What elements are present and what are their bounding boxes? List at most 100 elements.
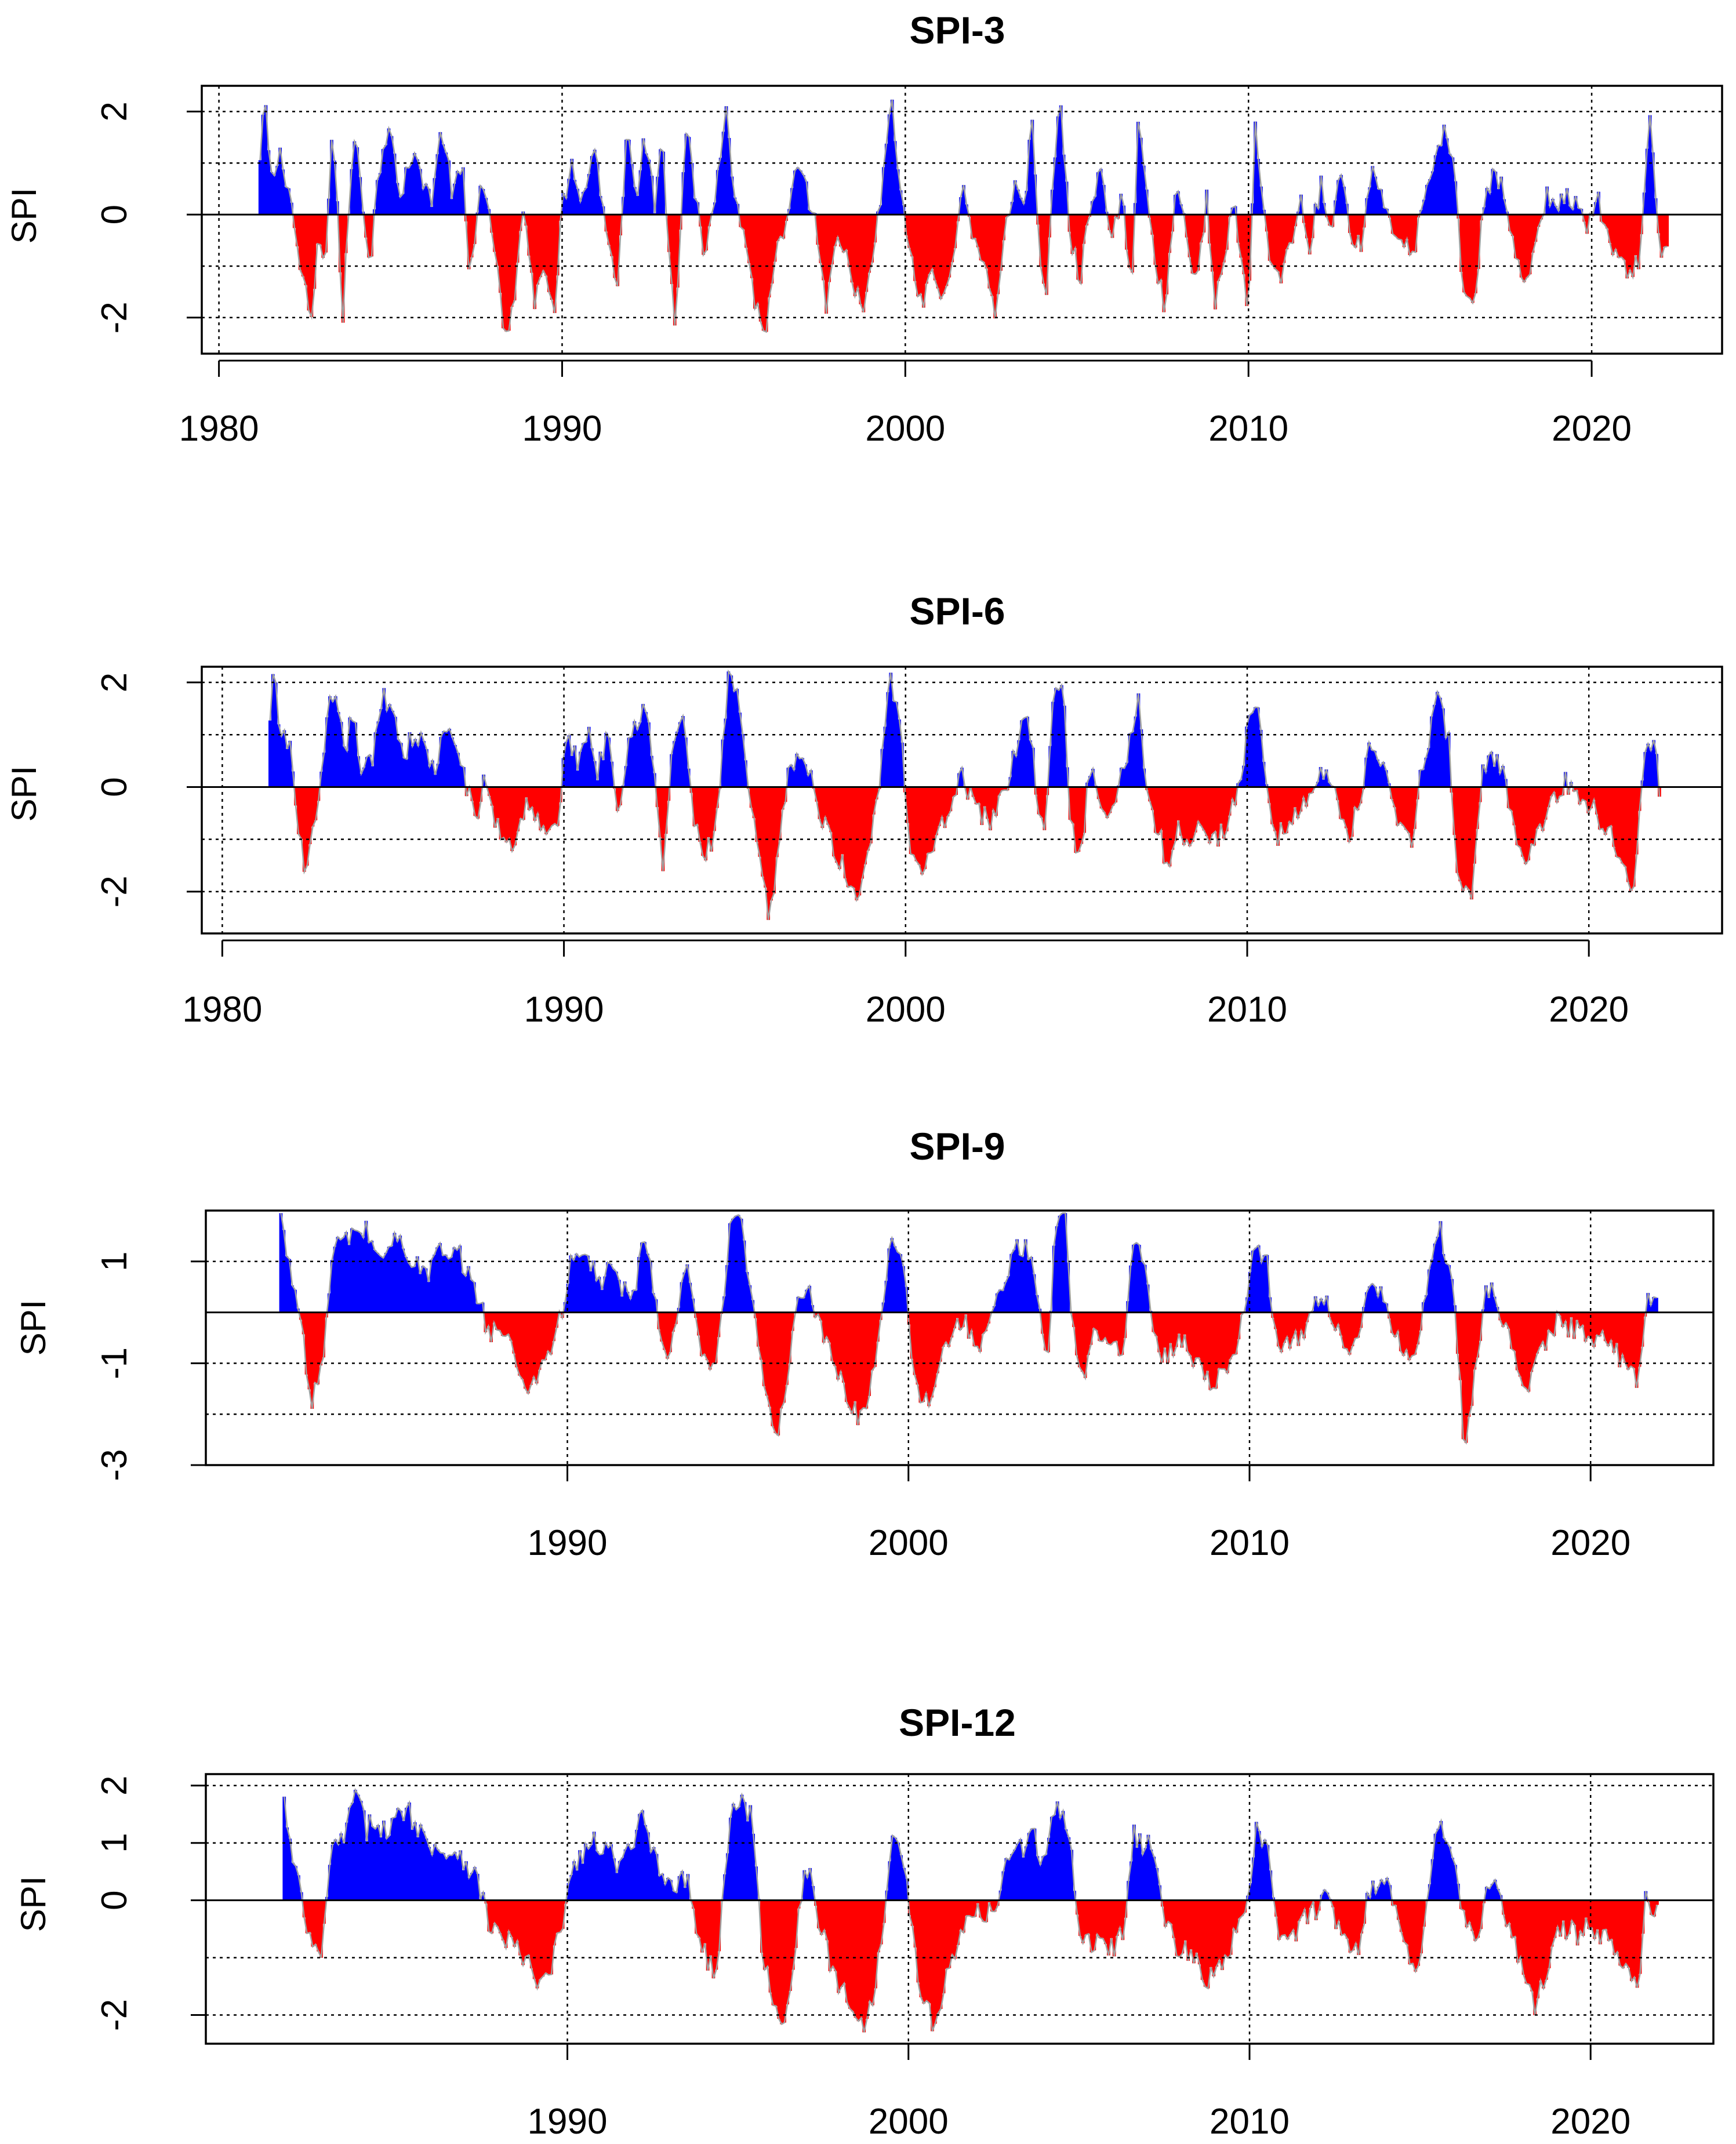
spi-bar-positive bbox=[718, 158, 722, 215]
spi-bar-positive bbox=[267, 150, 271, 215]
spi-bar-positive bbox=[1123, 768, 1126, 787]
spi-bar-positive bbox=[1649, 750, 1653, 787]
spi-bar-negative bbox=[1659, 215, 1664, 258]
spi-bar-positive bbox=[807, 210, 811, 215]
spi-bar-negative bbox=[1619, 215, 1624, 257]
spi-bar-positive bbox=[597, 1277, 601, 1313]
spi-bar-negative bbox=[1653, 1900, 1656, 1917]
spi-bar-negative bbox=[1203, 1900, 1207, 1987]
spi-bar-negative bbox=[1612, 787, 1616, 847]
spi-bar-positive bbox=[1597, 191, 1600, 215]
spi-bar-negative bbox=[1080, 1312, 1084, 1372]
spi-bar-negative bbox=[1522, 215, 1526, 282]
spi-bar-positive bbox=[1269, 1870, 1273, 1900]
spi-bar-negative bbox=[964, 1312, 968, 1315]
spi-bar-positive bbox=[1067, 1837, 1071, 1900]
spi-bar-positive bbox=[394, 717, 397, 787]
spi-bar-negative bbox=[982, 1900, 985, 1922]
spi-bar-positive bbox=[584, 1843, 587, 1900]
spi-bar-positive bbox=[1020, 720, 1023, 787]
spi-bar-negative bbox=[1164, 1900, 1167, 1927]
spi-bar-negative bbox=[515, 1900, 520, 1941]
spi-bar-negative bbox=[980, 787, 984, 825]
spi-bar-positive bbox=[1256, 1245, 1261, 1313]
spi-bar-negative bbox=[1598, 1312, 1601, 1336]
spi-bar-negative bbox=[524, 215, 528, 226]
spi-bar-negative bbox=[1188, 787, 1192, 846]
spi-bar-negative bbox=[607, 215, 611, 245]
spi-bar-negative bbox=[945, 215, 949, 286]
spi-bar-positive bbox=[1324, 769, 1328, 787]
spi-bar-positive bbox=[1091, 201, 1094, 215]
spi-bar-positive bbox=[287, 188, 290, 215]
spi-bar-positive bbox=[1139, 137, 1143, 215]
spi-bar-positive bbox=[1013, 180, 1017, 215]
spi-bar-negative bbox=[913, 1312, 917, 1375]
spi-bar-negative bbox=[616, 215, 619, 286]
spi-bar-positive bbox=[1062, 706, 1066, 787]
spi-bar-negative bbox=[865, 1312, 869, 1409]
spi-bar-positive bbox=[441, 144, 445, 215]
spi-bar-positive bbox=[419, 732, 423, 787]
spi-bar-positive bbox=[811, 1886, 815, 1900]
spi-bar-positive bbox=[373, 1829, 377, 1900]
spi-bar-negative bbox=[1399, 787, 1402, 823]
spi-bar-negative bbox=[848, 1312, 851, 1408]
spi-bar-negative bbox=[1199, 787, 1203, 826]
spi-bar-negative bbox=[984, 1312, 987, 1332]
spi-bar-positive bbox=[801, 175, 805, 215]
spi-bar-negative bbox=[906, 787, 910, 823]
spi-bar-negative bbox=[1237, 1900, 1241, 1919]
spi-bar-positive bbox=[593, 150, 597, 215]
spi-bar-positive bbox=[273, 175, 277, 215]
spi-bar-positive bbox=[1251, 713, 1254, 787]
spi-bar-positive bbox=[1096, 172, 1100, 215]
spi-bar-positive bbox=[1149, 1849, 1153, 1900]
spi-bar-positive bbox=[1368, 187, 1372, 215]
spi-bar-positive bbox=[722, 1296, 726, 1313]
spi-bar-negative bbox=[1277, 1900, 1281, 1940]
spi-bar-positive bbox=[1645, 148, 1649, 215]
spi-bar-negative bbox=[815, 787, 819, 802]
spi-bar-positive bbox=[370, 1241, 374, 1313]
spi-bar-positive bbox=[724, 106, 728, 215]
spi-bar-negative bbox=[542, 787, 546, 826]
spi-bar-positive bbox=[899, 190, 903, 215]
spi-bar-negative bbox=[1414, 1900, 1418, 1972]
spi-bar-negative bbox=[1631, 215, 1635, 277]
y-tick-label: -2 bbox=[95, 301, 135, 333]
x-tick-label: 1990 bbox=[522, 409, 602, 449]
spi-bar-negative bbox=[764, 215, 768, 332]
spi-bar-positive bbox=[398, 197, 402, 215]
spi-bar-negative bbox=[1334, 1312, 1337, 1331]
spi-bar-negative bbox=[666, 1312, 669, 1359]
spi-bar-positive bbox=[1035, 1295, 1039, 1313]
spi-bar-negative bbox=[522, 787, 525, 820]
spi-bar-positive bbox=[401, 194, 405, 215]
spi-bar-positive bbox=[1374, 176, 1377, 215]
spi-bar-positive bbox=[1365, 198, 1369, 215]
spi-bar-positive bbox=[382, 1258, 385, 1313]
spi-bar-negative bbox=[967, 1312, 971, 1339]
spi-bar-negative bbox=[1547, 1900, 1551, 1968]
spi-bar-negative bbox=[1163, 1312, 1167, 1348]
spi-bar-negative bbox=[910, 1312, 914, 1359]
spi-bar-positive bbox=[1370, 750, 1374, 787]
spi-bar-positive bbox=[448, 729, 451, 787]
spi-bar-positive bbox=[684, 133, 688, 215]
spi-bar-negative bbox=[667, 215, 671, 252]
spi-bar-positive bbox=[1033, 1828, 1037, 1900]
spi-bar-negative bbox=[714, 1312, 718, 1364]
spi-bar-positive bbox=[1649, 1305, 1653, 1313]
spi-bar-negative bbox=[1524, 787, 1527, 864]
spi-bar-positive bbox=[1376, 1296, 1380, 1313]
spi-bars bbox=[282, 1790, 1659, 2033]
spi-bar-positive bbox=[285, 748, 289, 787]
spi-bar-negative bbox=[1584, 787, 1588, 801]
spi-bar-negative bbox=[916, 215, 920, 297]
spi-bar-negative bbox=[544, 787, 548, 834]
spi-bar-negative bbox=[305, 1900, 309, 1934]
spi-bar-positive bbox=[433, 1844, 437, 1900]
spi-bar-negative bbox=[1239, 215, 1243, 258]
spi-bar-negative bbox=[1189, 1900, 1193, 1950]
